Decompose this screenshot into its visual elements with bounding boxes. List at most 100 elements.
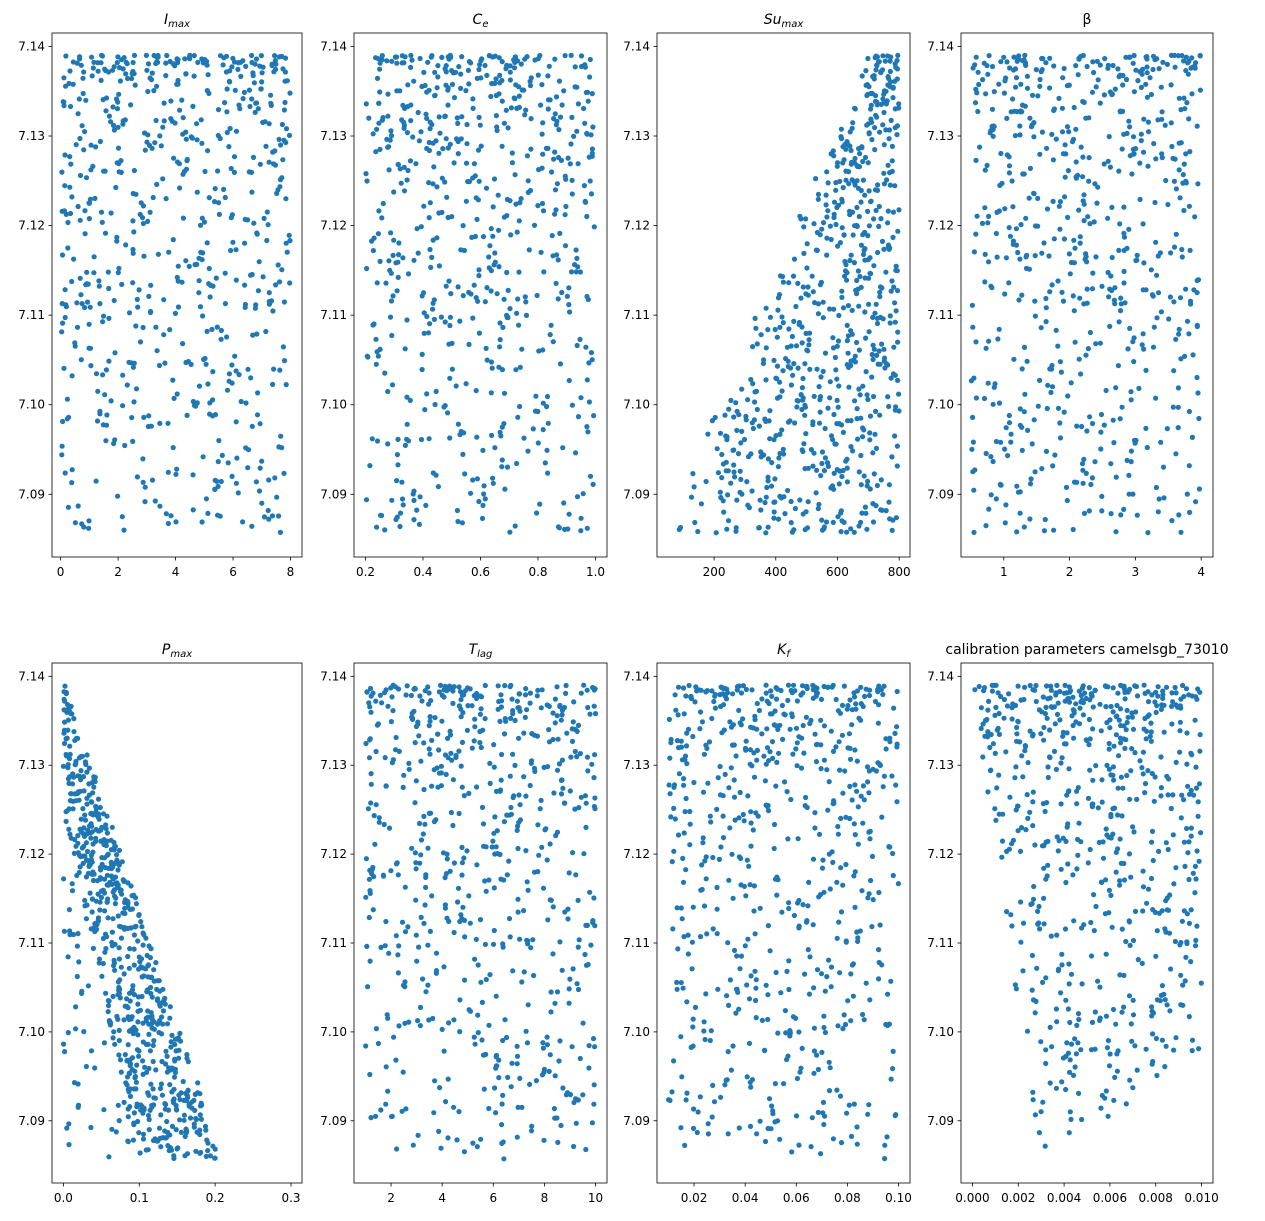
- data-point: [410, 1142, 416, 1148]
- data-point: [495, 683, 501, 689]
- data-point: [198, 1116, 204, 1122]
- data-point: [555, 296, 561, 302]
- data-point: [890, 872, 896, 879]
- data-point: [69, 888, 76, 894]
- data-point: [510, 711, 516, 717]
- data-point: [1109, 204, 1115, 210]
- data-point: [970, 439, 977, 445]
- data-point: [500, 324, 506, 330]
- data-point: [539, 131, 545, 137]
- data-point: [570, 719, 576, 725]
- data-point: [824, 235, 830, 241]
- data-point: [743, 893, 749, 899]
- data-point: [1115, 785, 1121, 791]
- data-point: [1154, 315, 1160, 321]
- data-point: [881, 91, 887, 97]
- data-point: [880, 53, 886, 59]
- data-point: [989, 63, 996, 70]
- data-point: [1015, 249, 1021, 256]
- data-point: [79, 521, 85, 527]
- data-point: [859, 888, 865, 894]
- data-point: [81, 843, 87, 849]
- data-point: [418, 914, 424, 921]
- data-point: [127, 1093, 134, 1099]
- data-point: [98, 209, 105, 215]
- x-tick-label: 0.06: [783, 1191, 810, 1205]
- data-point: [67, 831, 73, 837]
- data-point: [497, 787, 504, 793]
- data-point: [752, 399, 758, 405]
- data-point: [844, 1110, 850, 1116]
- data-point: [223, 69, 229, 75]
- data-point: [767, 948, 773, 954]
- data-point: [1070, 872, 1076, 878]
- data-point: [989, 688, 996, 694]
- data-point: [880, 122, 886, 128]
- data-point: [1038, 325, 1044, 331]
- data-point: [777, 1136, 783, 1142]
- data-point: [503, 107, 509, 113]
- data-point: [490, 480, 496, 486]
- data-point: [1014, 731, 1020, 737]
- data-point: [588, 132, 594, 138]
- data-point: [772, 326, 778, 333]
- data-point: [458, 714, 464, 720]
- data-point: [983, 345, 989, 351]
- y-tick-label: 7.13: [623, 129, 650, 143]
- data-point: [1153, 156, 1159, 162]
- data-point: [1196, 415, 1202, 422]
- data-point: [140, 324, 146, 331]
- data-point: [405, 82, 411, 88]
- data-point: [259, 79, 265, 85]
- data-point: [436, 210, 442, 216]
- data-point: [574, 754, 580, 760]
- data-point: [1119, 146, 1125, 152]
- data-point: [161, 118, 167, 124]
- data-point: [815, 1109, 821, 1115]
- data-point: [543, 145, 550, 151]
- data-point: [397, 510, 404, 516]
- data-point: [83, 1063, 89, 1070]
- data-point: [748, 724, 754, 730]
- data-point: [742, 745, 749, 751]
- data-point: [1093, 341, 1099, 347]
- panel-title: Kf: [777, 642, 791, 660]
- data-point: [865, 478, 871, 484]
- data-point: [114, 857, 120, 863]
- data-point: [1124, 130, 1130, 136]
- data-point: [514, 827, 520, 834]
- data-point: [377, 89, 383, 95]
- data-point: [1162, 122, 1168, 128]
- data-point: [393, 1057, 399, 1063]
- data-point: [1061, 65, 1067, 72]
- data-point: [131, 932, 137, 938]
- data-point: [524, 707, 530, 713]
- data-point: [687, 808, 693, 815]
- y-tick-label: 7.09: [623, 1114, 650, 1128]
- data-point: [282, 99, 288, 106]
- data-point: [733, 525, 739, 531]
- data-point: [224, 86, 230, 92]
- data-point: [132, 924, 138, 930]
- data-point: [482, 496, 488, 502]
- data-point: [1108, 772, 1114, 778]
- data-point: [815, 506, 821, 512]
- data-point: [148, 282, 154, 288]
- data-points: [59, 52, 293, 536]
- data-point: [145, 1014, 151, 1020]
- data-point: [866, 692, 873, 699]
- data-point: [253, 479, 259, 485]
- y-tick-label: 7.14: [623, 669, 650, 683]
- data-point: [788, 498, 794, 505]
- data-point: [135, 1019, 141, 1025]
- data-point: [80, 774, 87, 780]
- data-point: [885, 991, 891, 997]
- data-point: [828, 728, 834, 734]
- data-point: [441, 964, 447, 970]
- data-point: [587, 473, 594, 479]
- data-point: [523, 312, 530, 318]
- data-point: [130, 246, 136, 253]
- data-point: [168, 116, 174, 122]
- data-point: [868, 90, 874, 97]
- data-point: [797, 497, 803, 503]
